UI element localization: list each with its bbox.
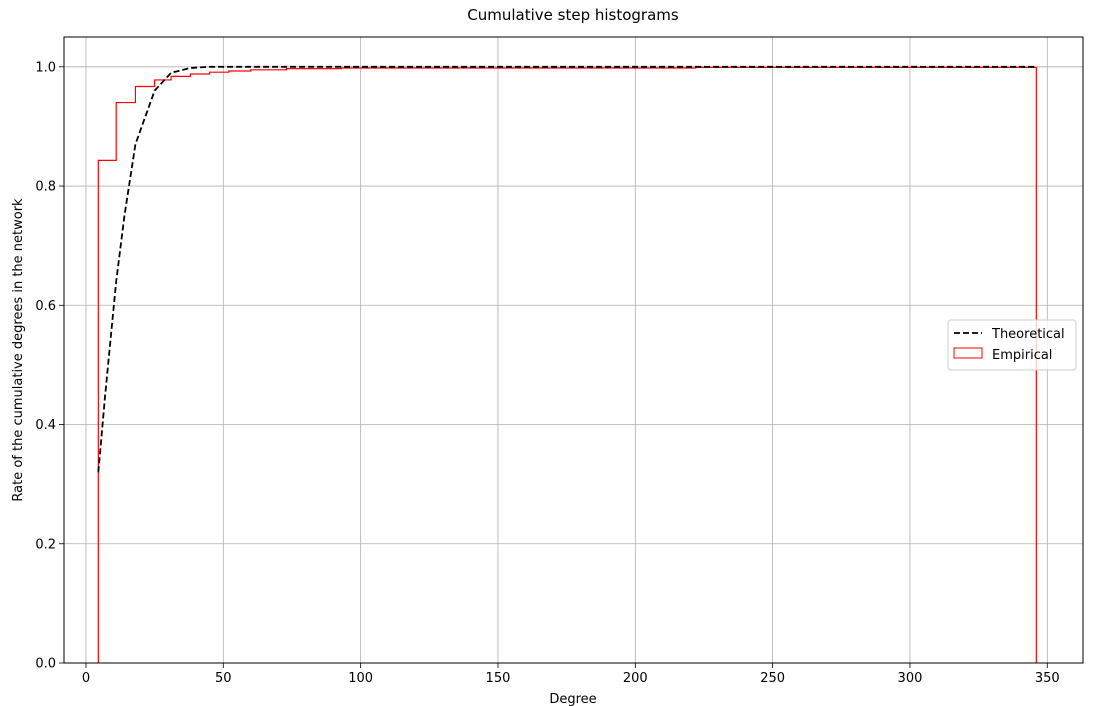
y-tick-label: 0.4 — [35, 418, 56, 433]
x-tick-label: 50 — [215, 671, 232, 686]
x-tick-label: 150 — [486, 671, 511, 686]
legend-empirical-swatch — [953, 347, 983, 359]
ticks: 0 50 100 150 200 250 300 350 0.0 0.2 0.4 0.6 0.8 1.0 — [35, 60, 1059, 686]
y-tick-label: 0.2 — [35, 537, 56, 552]
x-tick-label: 300 — [898, 671, 923, 686]
x-tick-label: 100 — [348, 671, 373, 686]
y-tick-label: 1.0 — [35, 60, 56, 75]
x-axis-label: Degree — [549, 692, 596, 706]
y-axis-label: Rate of the cumulative degrees in the ne… — [11, 198, 26, 502]
x-tick-label: 350 — [1035, 671, 1060, 686]
legend-empirical-label: Empirical — [992, 348, 1052, 363]
x-tick-label: 200 — [623, 671, 648, 686]
legend: Theoretical Empirical — [947, 319, 1077, 371]
x-tick-label: 0 — [82, 671, 90, 686]
y-tick-label: 0.8 — [35, 180, 56, 195]
series-layer — [97, 65, 1037, 663]
x-tick-label: 250 — [760, 671, 785, 686]
legend-theoretical-label: Theoretical — [991, 327, 1065, 342]
chart-title: Cumulative step histograms — [467, 6, 679, 24]
empirical-step-series — [97, 66, 1037, 663]
plot-frame — [63, 36, 1084, 664]
y-tick-label: 0.6 — [35, 299, 56, 314]
y-tick-label: 0.0 — [35, 657, 56, 672]
